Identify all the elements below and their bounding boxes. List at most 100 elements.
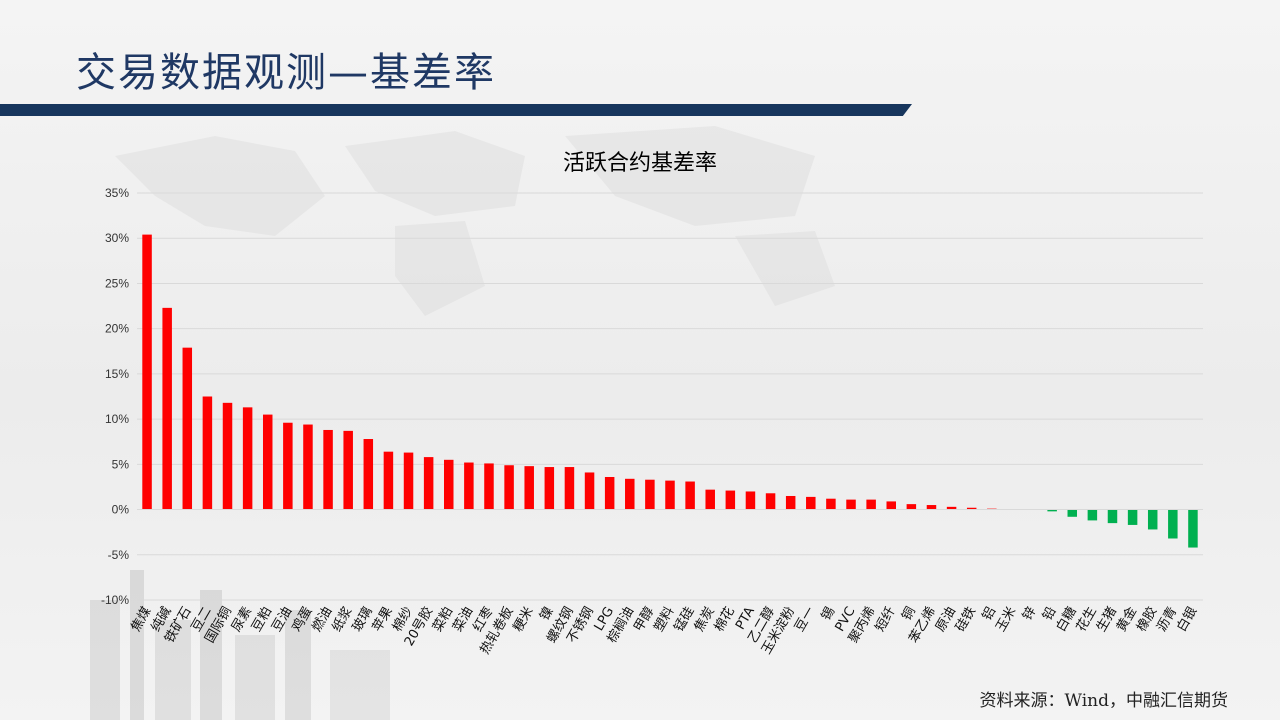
bar	[604, 476, 615, 510]
slide-title: 交易数据观测—基差率	[76, 50, 496, 96]
bar	[1067, 509, 1078, 517]
bar	[464, 462, 474, 510]
bar	[745, 491, 756, 510]
x-tick-label: 镍	[537, 605, 556, 624]
y-tick-label: 10%	[105, 412, 129, 426]
x-tick-label: 燃油	[309, 604, 336, 635]
x-tick-label: 塑料	[651, 605, 677, 635]
x-tick-label: 黄金	[1113, 604, 1140, 635]
bar	[665, 480, 675, 510]
bar	[886, 501, 896, 510]
x-tick-label: 锌	[1020, 605, 1039, 624]
bar	[1087, 509, 1098, 521]
bar	[1147, 509, 1158, 530]
bar	[504, 465, 514, 510]
y-tick-label: 20%	[105, 322, 129, 336]
x-tick-label: 铝	[980, 605, 999, 624]
x-tick-label: 焦炭	[692, 605, 718, 635]
x-tick-label: 菜油	[450, 605, 476, 635]
x-tick-label: 豆油	[269, 605, 295, 635]
x-tick-label: 甲醇	[630, 604, 657, 635]
bar	[866, 499, 876, 510]
x-tick-label: 白银	[1174, 604, 1201, 635]
x-tick-label: 菜粕	[430, 605, 456, 635]
x-tick-label: 铜	[899, 605, 918, 624]
y-tick-label: 0%	[112, 503, 130, 517]
world-map-background	[115, 126, 835, 316]
x-tick-label: 锡	[819, 605, 838, 624]
bar	[946, 506, 957, 510]
title-underline-bar	[0, 104, 912, 116]
bar	[303, 424, 313, 510]
bar	[1047, 509, 1057, 512]
bar	[584, 472, 595, 510]
bar	[383, 451, 394, 510]
bar	[846, 499, 856, 510]
bar	[343, 430, 353, 510]
bar	[142, 234, 152, 510]
bar	[826, 498, 836, 510]
x-tick-label: 鸡蛋	[289, 604, 316, 635]
y-tick-label: 5%	[112, 457, 130, 471]
bar	[926, 505, 937, 510]
source-note: 资料来源：Wind，中融汇信期货	[979, 691, 1228, 711]
y-tick-label: -5%	[108, 548, 130, 562]
chart-title: 活跃合约基差率	[562, 151, 717, 176]
x-tick-label: 花生	[1073, 604, 1100, 635]
bar	[705, 489, 715, 510]
x-tick-label: 沥青	[1154, 605, 1180, 635]
x-tick-label: 锰硅	[672, 605, 698, 635]
x-tick-label: 生猪	[1094, 605, 1120, 635]
bar	[685, 481, 695, 510]
bar	[162, 307, 172, 510]
bar	[785, 495, 796, 510]
x-tick-label: 白糖	[1053, 604, 1080, 635]
bar	[283, 422, 293, 510]
x-tick-label: 苹果	[370, 605, 396, 635]
bar	[1107, 509, 1118, 524]
bar	[966, 507, 977, 510]
bar	[242, 407, 253, 510]
bar	[524, 466, 534, 510]
bar	[1168, 509, 1178, 539]
y-tick-label: -10%	[101, 593, 129, 607]
x-tick-label: 豆一	[792, 605, 818, 635]
x-tick-label: 硅铁	[953, 605, 979, 635]
x-tick-label: 尿素	[229, 605, 255, 635]
y-tick-label: 25%	[105, 276, 129, 290]
x-tick-label: 铅	[1040, 605, 1059, 624]
bar	[363, 439, 374, 510]
x-tick-label: 玉米	[993, 605, 1019, 635]
bar	[1188, 509, 1198, 548]
y-tick-label: 35%	[105, 186, 129, 200]
bar	[403, 452, 414, 510]
x-tick-label: 豆粕	[249, 605, 275, 635]
bar	[906, 504, 917, 510]
bar	[806, 496, 816, 510]
x-tick-label: 粳米	[511, 605, 537, 635]
bar	[444, 459, 454, 510]
x-tick-label: 纸浆	[330, 605, 356, 635]
city-skyline-background	[90, 570, 390, 720]
bar	[544, 467, 555, 510]
bar	[765, 493, 776, 510]
bar	[182, 347, 193, 510]
y-tick-label: 30%	[105, 231, 129, 245]
bar	[625, 478, 635, 510]
bar	[645, 479, 655, 510]
bar	[202, 396, 213, 510]
bar	[423, 457, 434, 510]
x-tick-label: 棉花	[711, 604, 738, 635]
bar	[1127, 509, 1138, 525]
bar	[564, 467, 575, 510]
x-tick-label: 玻璃	[350, 605, 376, 635]
bar	[222, 402, 233, 510]
x-tick-label: 焦煤	[129, 605, 155, 635]
bar	[484, 463, 494, 510]
bar	[323, 429, 333, 510]
x-tick-label: 橡胶	[1133, 604, 1160, 635]
x-tick-label: 原油	[933, 605, 959, 635]
x-tick-label: 短纤	[873, 605, 899, 635]
y-tick-label: 15%	[105, 367, 129, 381]
